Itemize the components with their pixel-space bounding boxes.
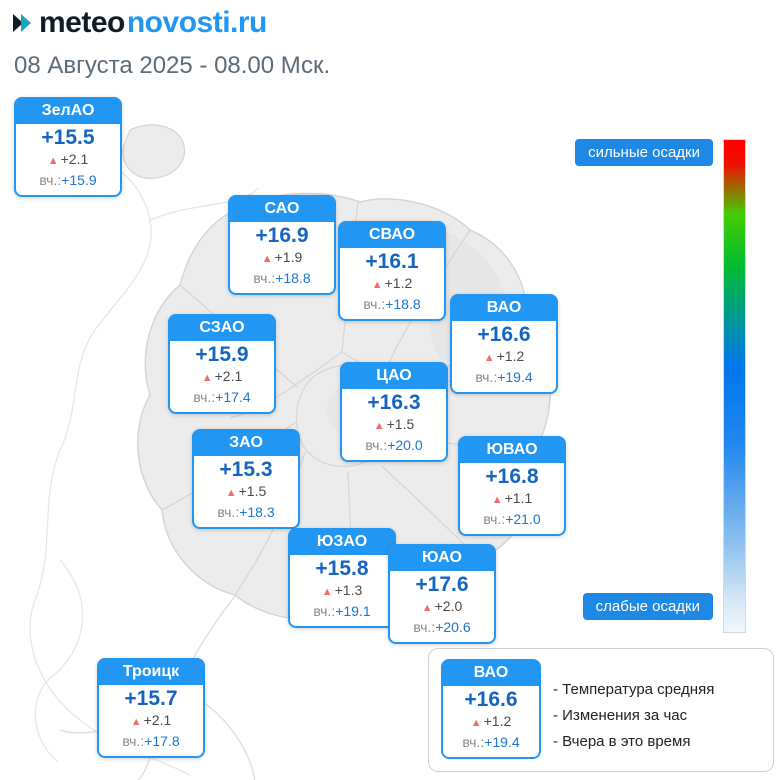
district-card-uvao[interactable]: ЮВАО +16.8 ▲ +1.1 вч.:+21.0 [458, 436, 566, 536]
district-yesterday: вч.:+19.4 [475, 369, 533, 385]
district-card-zao[interactable]: ЗАО +15.3 ▲ +1.5 вч.:+18.3 [192, 429, 300, 529]
district-yesterday: вч.:+18.8 [253, 270, 311, 286]
change-up-icon: ▲ [47, 155, 59, 167]
district-temp: +15.9 [195, 343, 249, 366]
district-yesterday: вч.:+18.3 [217, 504, 275, 520]
district-name: ЗАО [194, 431, 298, 456]
district-yesterday: вч.:+19.4 [462, 734, 520, 750]
change-up-icon: ▲ [483, 352, 495, 364]
district-name: САО [230, 197, 334, 222]
date-title: 08 Августа 2025 - 08.00 Мск. [14, 52, 331, 79]
district-change: ▲ +2.1 [47, 151, 89, 167]
district-card-szao[interactable]: СЗАО +15.9 ▲ +2.1 вч.:+17.4 [168, 314, 276, 414]
district-change: ▲ +1.3 [321, 582, 363, 598]
district-yesterday: вч.:+21.0 [483, 511, 541, 527]
district-temp: +16.1 [365, 250, 419, 273]
logo[interactable]: meteo novosti.ru [10, 6, 267, 40]
district-change: ▲ +2.0 [421, 598, 463, 614]
district-change: ▲ +1.2 [483, 348, 525, 364]
logo-text-meteo: meteo [39, 6, 125, 39]
district-name: СЗАО [170, 316, 274, 341]
district-temp: +16.9 [255, 224, 309, 247]
district-card-troick[interactable]: Троицк +15.7 ▲ +2.1 вч.:+17.8 [97, 658, 205, 758]
district-change: ▲ +2.1 [130, 712, 172, 728]
district-yesterday: вч.:+20.0 [365, 437, 423, 453]
district-yesterday: вч.:+18.8 [363, 296, 421, 312]
legend-sample-card: ВАО +16.6 ▲ +1.2 вч.:+19.4 [441, 659, 541, 759]
logo-icon [10, 10, 36, 36]
district-name: ВАО [443, 661, 539, 686]
change-up-icon: ▲ [261, 253, 273, 265]
district-card-uzao[interactable]: ЮЗАО +15.8 ▲ +1.3 вч.:+19.1 [288, 528, 396, 628]
legend-line-temp: - Температура средняя [553, 681, 715, 698]
district-temp: +17.6 [415, 573, 469, 596]
logo-text-novosti: novosti.ru [126, 6, 268, 39]
precipitation-scale-bar [723, 139, 746, 633]
legend-line-yesterday: - Вчера в это время [553, 733, 691, 750]
district-yesterday: вч.:+17.8 [122, 733, 180, 749]
district-card-uao[interactable]: ЮАО +17.6 ▲ +2.0 вч.:+20.6 [388, 544, 496, 644]
district-change: ▲ +1.5 [225, 483, 267, 499]
district-name: ЮВАО [460, 438, 564, 463]
district-temp: +16.6 [477, 323, 531, 346]
district-card-zelao[interactable]: ЗелАО +15.5 ▲ +2.1 вч.:+15.9 [14, 97, 122, 197]
district-name: ЮАО [390, 546, 494, 571]
district-name: СВАО [340, 223, 444, 248]
change-up-icon: ▲ [321, 586, 333, 598]
district-temp: +15.8 [315, 557, 369, 580]
district-change: ▲ +1.1 [491, 490, 533, 506]
district-card-svao[interactable]: СВАО +16.1 ▲ +1.2 вч.:+18.8 [338, 221, 446, 321]
district-temp: +15.3 [219, 458, 273, 481]
legend-box: ВАО +16.6 ▲ +1.2 вч.:+19.4 - Температура … [428, 648, 774, 772]
district-card-vao[interactable]: ВАО +16.6 ▲ +1.2 вч.:+19.4 [450, 294, 558, 394]
district-change: ▲ +1.2 [371, 275, 413, 291]
district-name: ВАО [452, 296, 556, 321]
change-up-icon: ▲ [470, 717, 482, 729]
change-up-icon: ▲ [421, 602, 433, 614]
strong-precipitation-label[interactable]: сильные осадки [575, 139, 713, 166]
change-up-icon: ▲ [130, 716, 142, 728]
legend-line-change: - Изменения за час [553, 707, 688, 724]
district-yesterday: вч.:+20.6 [413, 619, 471, 635]
district-change: ▲ +1.5 [373, 416, 415, 432]
district-temp: +16.8 [485, 465, 539, 488]
change-up-icon: ▲ [373, 420, 385, 432]
legend-explanations: - Температура средняя - Изменения за час… [553, 677, 714, 755]
district-yesterday: вч.:+19.1 [313, 603, 371, 619]
district-change: ▲ +1.9 [261, 249, 303, 265]
change-up-icon: ▲ [201, 372, 213, 384]
district-temp: +16.6 [464, 688, 518, 711]
weak-precipitation-label[interactable]: слабые осадки [582, 593, 713, 620]
district-temp: +16.3 [367, 391, 421, 414]
district-name: ЗелАО [16, 99, 120, 124]
district-change: ▲ +1.2 [470, 713, 512, 729]
district-card-cao[interactable]: ЦАО +16.3 ▲ +1.5 вч.:+20.0 [340, 362, 448, 462]
district-card-sao[interactable]: САО +16.9 ▲ +1.9 вч.:+18.8 [228, 195, 336, 295]
district-change: ▲ +2.1 [201, 368, 243, 384]
change-up-icon: ▲ [371, 279, 383, 291]
district-name: ЮЗАО [290, 530, 394, 555]
district-yesterday: вч.:+15.9 [39, 172, 97, 188]
change-up-icon: ▲ [491, 494, 503, 506]
district-temp: +15.5 [41, 126, 95, 149]
change-up-icon: ▲ [225, 487, 237, 499]
district-name: ЦАО [342, 364, 446, 389]
district-temp: +15.7 [124, 687, 178, 710]
district-yesterday: вч.:+17.4 [193, 389, 251, 405]
district-name: Троицк [99, 660, 203, 685]
